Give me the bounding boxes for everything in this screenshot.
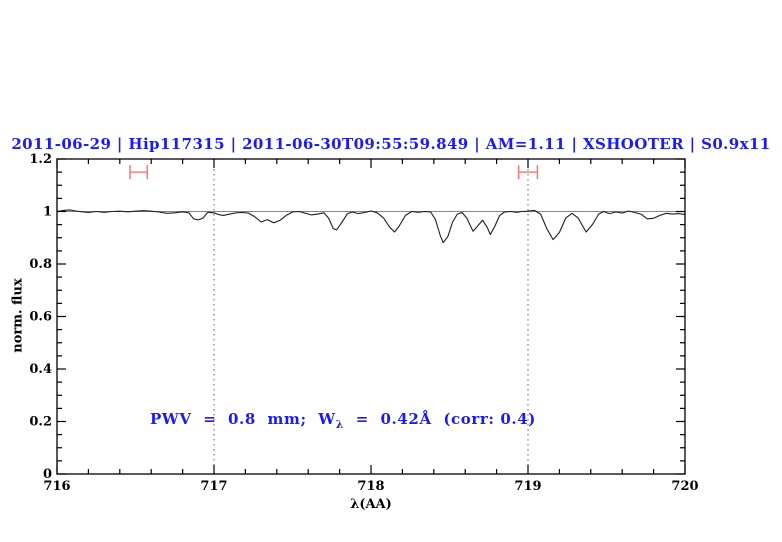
x-tick-label: 717 — [200, 479, 227, 494]
x-tick-label: 718 — [357, 479, 384, 494]
y-axis-label: norm. flux — [10, 278, 26, 353]
y-tick-label: 1 — [43, 205, 52, 220]
plot-title: 2011-06-29 | Hip117315 | 2011-06-30T09:5… — [11, 135, 771, 153]
x-tick-label: 720 — [671, 479, 698, 494]
pwv-annotation-prefix: PWV = 0.8 mm; W — [150, 410, 336, 428]
pwv-annotation: PWV = 0.8 mm; Wλ = 0.42Å (corr: 0.4) — [150, 410, 536, 431]
pwv-annotation-sub: λ — [335, 418, 345, 431]
y-tick-label: 1.2 — [29, 152, 52, 167]
x-tick-label: 719 — [514, 479, 541, 494]
x-tick-label: 716 — [43, 479, 70, 494]
y-tick-label: 0.4 — [29, 362, 52, 377]
x-axis-label: λ(AA) — [350, 497, 392, 512]
y-tick-label: 0.8 — [29, 257, 52, 272]
y-tick-label: 0.2 — [29, 415, 52, 430]
y-tick-label: 0.6 — [29, 310, 52, 325]
pwv-annotation-suffix: = 0.42Å (corr: 0.4) — [344, 410, 536, 428]
y-tick-label: 0 — [43, 467, 52, 482]
spectrum-line — [56, 209, 686, 244]
